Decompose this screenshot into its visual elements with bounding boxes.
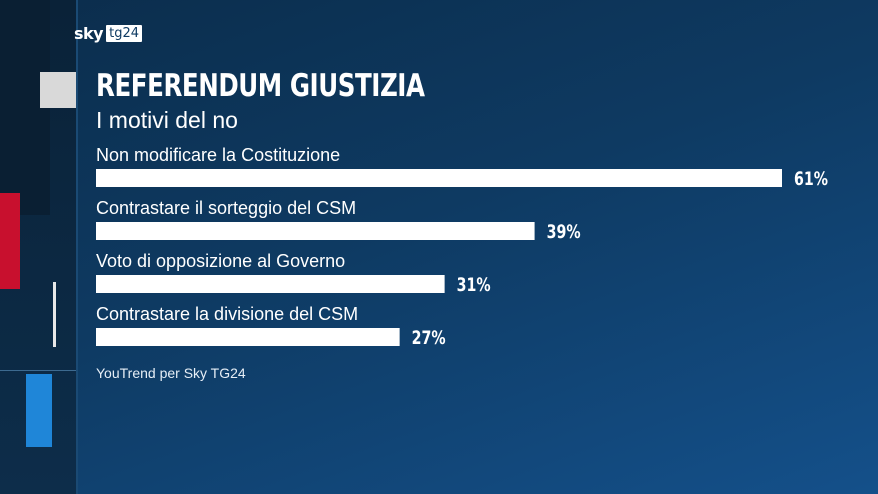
chart-subtitle: I motivi del no bbox=[96, 107, 238, 133]
bar bbox=[96, 169, 782, 187]
logo-tg24-text: tg24 bbox=[106, 25, 142, 42]
decor-white-line bbox=[53, 282, 56, 347]
value-label: 31% bbox=[457, 274, 491, 296]
source-note: YouTrend per Sky TG24 bbox=[96, 365, 246, 381]
decor-gray-square bbox=[40, 72, 76, 108]
logo-sky-text: sky bbox=[74, 24, 104, 43]
decor-divider bbox=[76, 0, 78, 494]
chart-title: REFERENDUM GIUSTIZIA bbox=[96, 68, 425, 104]
decor-blue-bar bbox=[26, 374, 52, 447]
bar bbox=[96, 328, 400, 346]
bar bbox=[96, 222, 535, 240]
bar bbox=[96, 275, 445, 293]
decor-red-bar bbox=[0, 193, 20, 289]
category-label: Voto di opposizione al Governo bbox=[96, 251, 345, 271]
value-label: 39% bbox=[547, 221, 581, 243]
value-label: 27% bbox=[412, 327, 446, 349]
value-label: 61% bbox=[794, 168, 828, 190]
category-label: Non modificare la Costituzione bbox=[96, 145, 340, 165]
skytg24-logo: sky tg24 bbox=[74, 24, 142, 43]
category-label: Contrastare la divisione del CSM bbox=[96, 304, 358, 324]
category-label: Contrastare il sorteggio del CSM bbox=[96, 198, 356, 218]
decor-horizontal-line bbox=[0, 370, 76, 371]
